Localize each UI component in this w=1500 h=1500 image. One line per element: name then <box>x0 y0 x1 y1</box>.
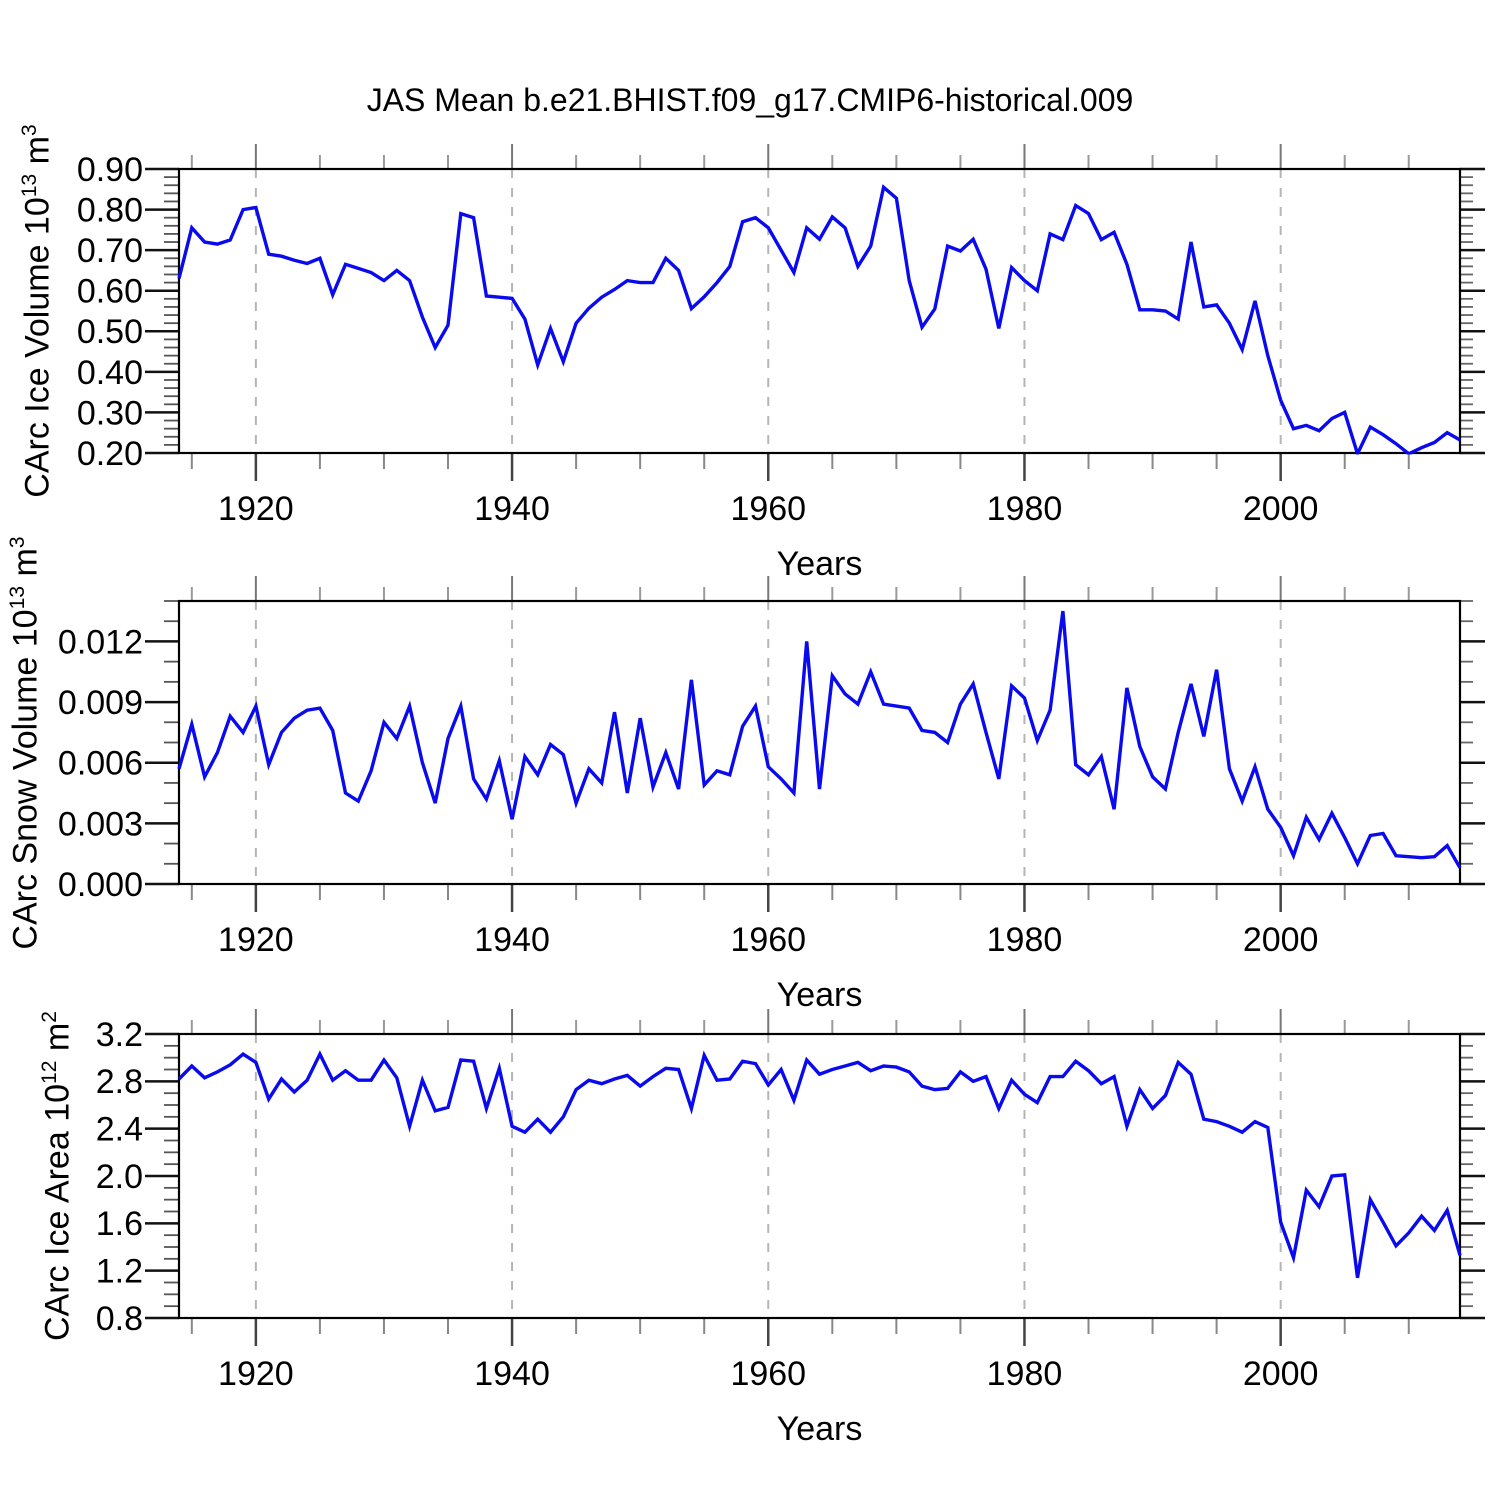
y-axis-tick-label: 0.70 <box>77 232 143 270</box>
x-axis-tick-label: 1980 <box>987 921 1063 959</box>
y-axis-tick-label: 0.30 <box>77 394 143 432</box>
y-axis-tick-label: 3.2 <box>96 1016 143 1054</box>
y-axis-tick-label: 0.000 <box>58 866 143 904</box>
ice-volume-data-line <box>177 184 1461 455</box>
x-axis-title: Years <box>777 1410 863 1448</box>
y-axis-tick-label: 0.90 <box>77 151 143 189</box>
y-axis-tick-label: 0.009 <box>58 684 143 722</box>
ice-area-y-axis-title: CArc Ice Area 1012 m2 <box>38 1011 77 1341</box>
x-axis-tick-label: 1960 <box>730 1355 806 1393</box>
panel-frame <box>177 167 1462 455</box>
y-axis-tick-label: 0.40 <box>77 354 143 392</box>
snow-volume-data-line <box>177 610 1462 869</box>
y-axis-tick-label: 0.20 <box>77 435 143 473</box>
x-axis-tick-label: 1980 <box>987 1355 1063 1393</box>
plot-title: JAS Mean b.e21.BHIST.f09_g17.CMIP6-histo… <box>366 82 1134 118</box>
y-axis-tick-label: 2.4 <box>96 1111 143 1149</box>
y-axis-tick-label: 1.2 <box>96 1253 143 1291</box>
x-axis-tick-label: 1920 <box>218 1355 294 1393</box>
x-axis-title: Years <box>777 976 863 1014</box>
x-axis-tick-label: 1980 <box>987 490 1063 528</box>
x-axis-tick-label: 1940 <box>474 490 550 528</box>
y-axis-tick-label: 0.8 <box>96 1300 143 1338</box>
panel-frame <box>177 599 1462 886</box>
y-axis-tick-label: 0.003 <box>58 805 143 843</box>
x-axis-tick-label: 1940 <box>474 1355 550 1393</box>
x-axis-tick-label: 1920 <box>218 490 294 528</box>
y-axis-tick-label: 0.012 <box>58 623 143 661</box>
x-axis-tick-label: 2000 <box>1243 1355 1319 1393</box>
y-axis-tick-label: 0.006 <box>58 745 143 783</box>
x-axis-title: Years <box>777 545 863 583</box>
x-axis-tick-label: 1960 <box>730 490 806 528</box>
x-axis-tick-label: 1920 <box>218 921 294 959</box>
y-axis-tick-label: 0.50 <box>77 313 143 351</box>
y-axis-tick-label: 1.6 <box>96 1205 143 1243</box>
y-axis-tick-label: 2.8 <box>96 1063 143 1101</box>
panel-frame <box>177 1032 1462 1320</box>
x-axis-tick-label: 2000 <box>1243 921 1319 959</box>
x-axis-tick-label: 2000 <box>1243 490 1319 528</box>
x-axis-tick-label: 1940 <box>474 921 550 959</box>
y-axis-tick-label: 0.60 <box>77 273 143 311</box>
y-axis-tick-label: 0.80 <box>77 191 143 229</box>
ice-area-data-line <box>177 1050 1462 1279</box>
x-axis-tick-label: 1960 <box>730 921 806 959</box>
y-axis-tick-label: 2.0 <box>96 1158 143 1196</box>
